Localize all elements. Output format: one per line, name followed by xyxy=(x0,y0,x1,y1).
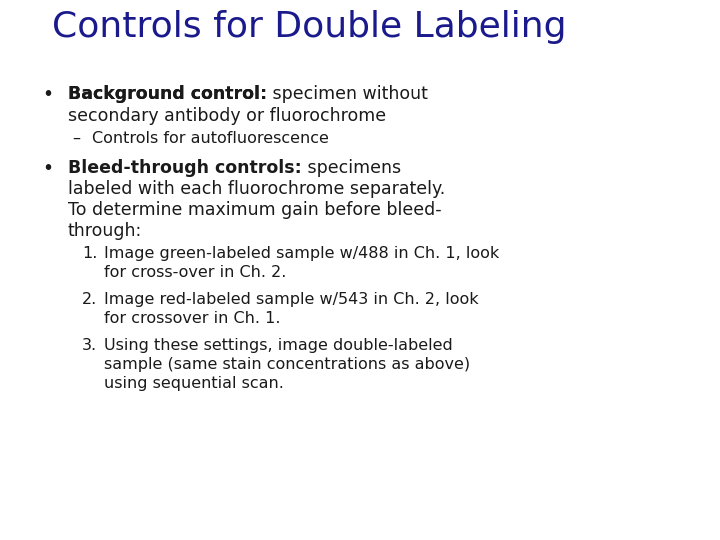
Text: Controls for Double Labeling: Controls for Double Labeling xyxy=(52,10,567,44)
Text: Controls for autofluorescence: Controls for autofluorescence xyxy=(92,131,329,146)
Text: Bleed-through controls:: Bleed-through controls: xyxy=(68,159,302,177)
Text: Image green-labeled sample w/488 in Ch. 1, look: Image green-labeled sample w/488 in Ch. … xyxy=(104,246,499,261)
Text: •: • xyxy=(42,159,53,178)
Text: specimens: specimens xyxy=(302,159,401,177)
Text: Background control:: Background control: xyxy=(68,85,267,103)
Text: •: • xyxy=(42,85,53,104)
Text: –: – xyxy=(72,131,80,146)
Text: through:: through: xyxy=(68,222,143,240)
Text: secondary antibody or fluorochrome: secondary antibody or fluorochrome xyxy=(68,107,386,125)
Text: for cross-over in Ch. 2.: for cross-over in Ch. 2. xyxy=(104,265,287,280)
Text: sample (same stain concentrations as above): sample (same stain concentrations as abo… xyxy=(104,357,470,372)
Text: Background control:: Background control: xyxy=(68,85,267,103)
Text: To determine maximum gain before bleed-: To determine maximum gain before bleed- xyxy=(68,201,441,219)
Text: using sequential scan.: using sequential scan. xyxy=(104,376,284,391)
Text: Using these settings, image double-labeled: Using these settings, image double-label… xyxy=(104,338,453,353)
Text: for crossover in Ch. 1.: for crossover in Ch. 1. xyxy=(104,311,281,326)
Text: 1.: 1. xyxy=(82,246,97,261)
Text: labeled with each fluorochrome separately.: labeled with each fluorochrome separatel… xyxy=(68,180,445,198)
Text: specimen without: specimen without xyxy=(267,85,428,103)
Text: Image red-labeled sample w/543 in Ch. 2, look: Image red-labeled sample w/543 in Ch. 2,… xyxy=(104,292,479,307)
Text: 3.: 3. xyxy=(82,338,97,353)
Text: 2.: 2. xyxy=(82,292,97,307)
